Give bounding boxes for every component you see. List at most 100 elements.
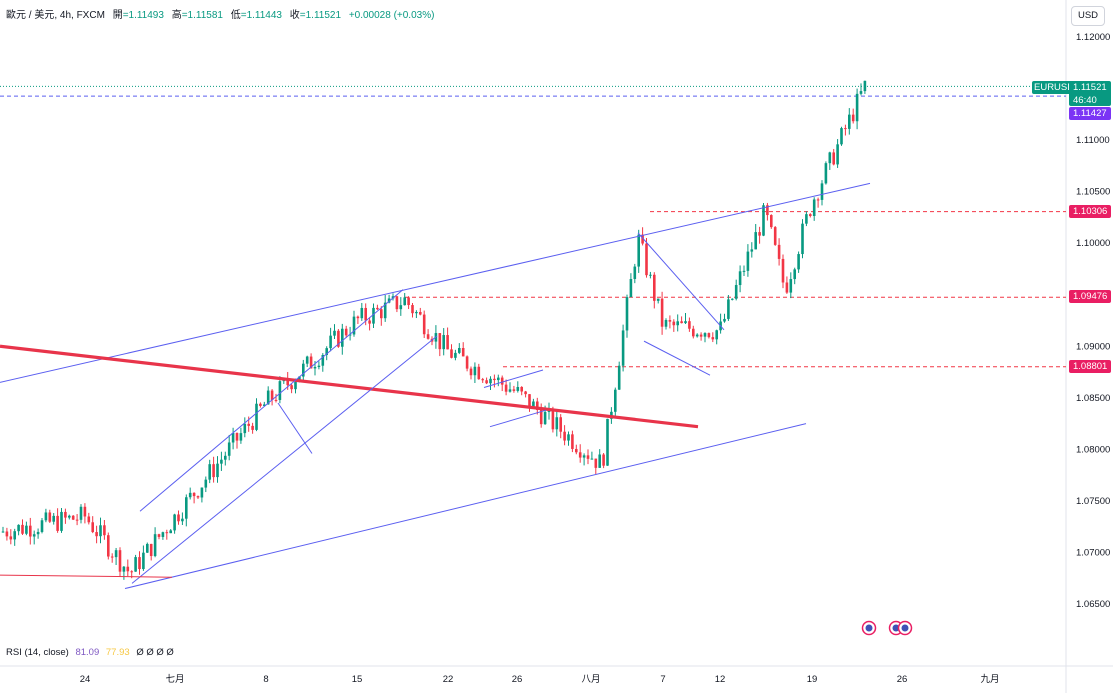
candle-body-218	[851, 114, 855, 122]
candle-body-30	[118, 550, 122, 572]
candle-body-166	[649, 274, 652, 276]
x-tick-label-11: 九月	[980, 673, 999, 685]
candle-body-164	[641, 234, 644, 244]
candle-body-188	[734, 285, 738, 299]
candle-body-6	[25, 525, 28, 534]
candle-body-193	[754, 232, 757, 250]
candle-body-200	[781, 258, 785, 283]
candle-body-127	[497, 377, 500, 381]
candle-body-129	[504, 384, 508, 392]
candle-body-186	[727, 299, 730, 319]
candle-body-209	[816, 199, 820, 201]
x-tick-label-7: 7	[660, 674, 665, 685]
candle-body-191	[746, 251, 750, 271]
candle-body-115	[450, 349, 453, 358]
candle-body-126	[493, 378, 496, 381]
chart-header: 歐元 / 美元, 4h, FXCM 開=1.11493 高=1.11581 低=…	[6, 6, 434, 21]
candle-body-178	[695, 334, 699, 337]
flag-line-2	[483, 369, 544, 388]
candle-body-189	[738, 271, 742, 286]
x-tick-label-4: 22	[443, 674, 454, 685]
candle-body-18	[71, 515, 75, 520]
candle-body-128	[500, 377, 504, 385]
candle-body-14	[56, 515, 59, 531]
candle-body-131	[512, 389, 516, 391]
marker-price-tag: 1.11427	[1069, 107, 1111, 120]
rsi-toolbar-icons[interactable]: Ø Ø Ø Ø	[136, 647, 174, 658]
candle-body-79	[309, 356, 313, 369]
candle-body-145	[567, 434, 570, 441]
candle-body-34	[134, 557, 137, 572]
candle-body-214	[836, 144, 839, 165]
candle-body-151	[590, 458, 594, 460]
candle-body-157	[614, 389, 617, 412]
candle-body-45	[177, 514, 180, 522]
wedge-line-2	[643, 340, 711, 376]
y-tick-label-1: 1.11000	[1076, 135, 1110, 146]
candle-body-29	[114, 550, 118, 558]
candle-body-149	[582, 455, 586, 458]
candle-body-119	[465, 356, 469, 369]
upper-channel-line	[0, 182, 871, 383]
y-tick-label-6: 1.08500	[1076, 393, 1110, 404]
candle-body-175	[684, 321, 687, 324]
level-tag-2: 1.09476	[1069, 290, 1111, 303]
y-tick-label-2: 1.10500	[1076, 187, 1110, 198]
currency-button[interactable]: USD	[1071, 6, 1105, 26]
candle-body-135	[528, 394, 531, 409]
candles	[1, 80, 867, 580]
candle-body-95	[372, 307, 375, 324]
rsi-value-1: 81.09	[75, 647, 100, 658]
x-tick-label-1: 七月	[165, 674, 184, 685]
candle-body-170	[664, 320, 668, 327]
candle-body-137	[536, 401, 539, 410]
candle-body-109	[426, 334, 430, 339]
candle-body-167	[653, 274, 656, 301]
candle-body-116	[454, 352, 457, 358]
candle-body-114	[446, 335, 449, 350]
close-label: 收	[289, 10, 300, 21]
candle-body-26	[103, 525, 106, 536]
candle-body-123	[481, 379, 484, 381]
symbol-title: 歐元 / 美元, 4h, FXCM	[6, 10, 105, 21]
candle-body-206	[805, 214, 808, 224]
candle-body-38	[149, 543, 153, 557]
candle-body-42	[165, 532, 169, 534]
candle-body-47	[185, 497, 188, 519]
candle-body-121	[473, 366, 477, 376]
red-trend-line	[0, 344, 699, 429]
candle-body-2	[9, 536, 13, 540]
candle-body-32	[126, 566, 130, 572]
candle-body-80	[313, 367, 317, 369]
candle-body-97	[380, 309, 383, 319]
candle-body-44	[173, 514, 176, 531]
level-tag-1: 1.10306	[1069, 205, 1111, 218]
x-tick-label-5: 26	[512, 674, 523, 685]
candle-body-208	[812, 199, 816, 216]
candle-body-106	[415, 311, 418, 314]
candle-body-104	[407, 297, 410, 306]
candle-body-165	[645, 243, 648, 276]
candle-body-210	[820, 183, 824, 200]
candle-body-183	[715, 330, 718, 340]
candle-body-73	[286, 379, 289, 386]
candle-body-120	[469, 368, 473, 376]
candle-body-190	[742, 270, 746, 272]
candle-body-132	[516, 386, 520, 391]
event-icons[interactable]	[861, 620, 913, 636]
candle-body-161	[629, 278, 633, 298]
last-price-tag: 1.11521 46:40	[1069, 81, 1111, 106]
candle-body-65	[255, 403, 258, 430]
candle-body-154	[602, 454, 605, 466]
candle-body-113	[442, 335, 445, 350]
candle-body-205	[801, 223, 804, 255]
x-tick-label-8: 12	[715, 674, 726, 685]
candle-body-118	[461, 348, 465, 357]
candle-body-3	[13, 531, 16, 540]
candle-body-81	[317, 365, 321, 368]
candle-body-58	[227, 442, 231, 456]
candle-body-55	[216, 463, 219, 478]
flag-icon-2-inner	[892, 624, 900, 632]
candle-body-177	[692, 328, 695, 337]
